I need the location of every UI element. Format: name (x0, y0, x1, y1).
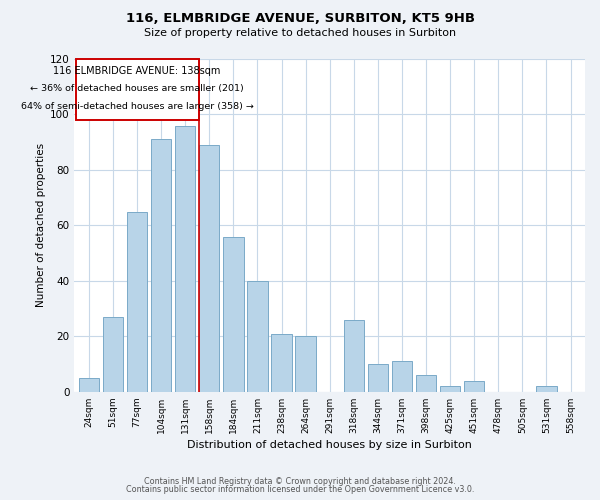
Bar (536, 386, 557, 392)
Bar (271, 334, 292, 392)
Text: 116 ELMBRIDGE AVENUE: 138sqm: 116 ELMBRIDGE AVENUE: 138sqm (53, 66, 221, 76)
Bar (223, 236, 244, 392)
Bar (199, 145, 220, 392)
Bar (440, 386, 460, 392)
Bar (175, 126, 196, 392)
Bar (103, 317, 123, 392)
Bar (247, 281, 268, 392)
Text: 116, ELMBRIDGE AVENUE, SURBITON, KT5 9HB: 116, ELMBRIDGE AVENUE, SURBITON, KT5 9HB (125, 12, 475, 26)
X-axis label: Distribution of detached houses by size in Surbiton: Distribution of detached houses by size … (187, 440, 472, 450)
Bar (392, 362, 412, 392)
Bar (295, 336, 316, 392)
Bar (416, 375, 436, 392)
Y-axis label: Number of detached properties: Number of detached properties (35, 144, 46, 308)
Bar (79, 378, 99, 392)
Bar (368, 364, 388, 392)
FancyBboxPatch shape (76, 59, 199, 120)
Bar (464, 380, 484, 392)
Bar (151, 140, 172, 392)
Text: ← 36% of detached houses are smaller (201): ← 36% of detached houses are smaller (20… (30, 84, 244, 93)
Text: Contains public sector information licensed under the Open Government Licence v3: Contains public sector information licen… (126, 485, 474, 494)
Bar (127, 212, 147, 392)
Bar (344, 320, 364, 392)
Text: Contains HM Land Registry data © Crown copyright and database right 2024.: Contains HM Land Registry data © Crown c… (144, 477, 456, 486)
Text: Size of property relative to detached houses in Surbiton: Size of property relative to detached ho… (144, 28, 456, 38)
Text: 64% of semi-detached houses are larger (358) →: 64% of semi-detached houses are larger (… (20, 102, 253, 111)
